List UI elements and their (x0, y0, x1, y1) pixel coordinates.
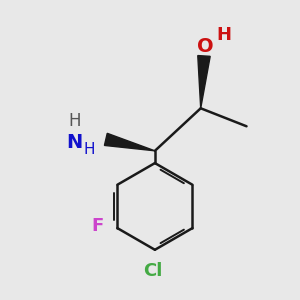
Text: H: H (216, 26, 231, 44)
Text: H: H (84, 142, 95, 157)
Text: Cl: Cl (144, 262, 163, 280)
Text: F: F (92, 218, 104, 236)
Polygon shape (104, 133, 155, 151)
Text: N: N (67, 133, 83, 152)
Text: O: O (197, 37, 214, 56)
Text: H: H (68, 112, 81, 130)
Polygon shape (198, 56, 210, 108)
